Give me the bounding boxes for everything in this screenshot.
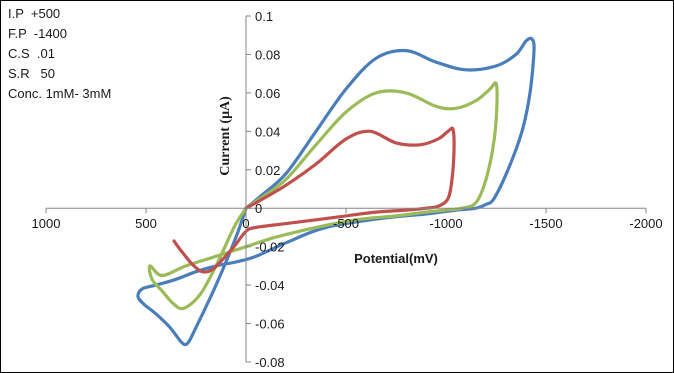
y-tick-label: -0.08: [255, 355, 285, 370]
y-tick-label: 0.02: [255, 163, 280, 178]
y-tick-label: -0.04: [255, 278, 285, 293]
x-tick-label: -2000: [629, 216, 662, 231]
y-tick-label: 0.08: [255, 47, 280, 62]
y-tick-label: 0.1: [255, 9, 273, 24]
y-axis-title: Current (μA): [218, 96, 233, 176]
y-tick-label: -0.06: [255, 317, 285, 332]
y-tick-label: 0.04: [255, 124, 280, 139]
info-line: I.P +500: [8, 6, 61, 21]
info-line: Conc. 1mM- 3mM: [8, 86, 112, 101]
x-tick-label: 0: [242, 216, 249, 231]
series-line-2: [147, 81, 499, 311]
labels-layer: 1000 500 0 -500 -1000 -1500 -2000 -0.08 -0.06 -0.…: [32, 9, 663, 370]
axes-layer: [45, 15, 647, 363]
x-tick-label: -1500: [529, 216, 562, 231]
info-line: F.P -1400: [8, 26, 68, 41]
y-tick-label: 0.06: [255, 86, 280, 101]
info-line: C.S .01: [8, 46, 55, 61]
y-tick-label: -0.02: [255, 240, 285, 255]
x-tick-label: -500: [333, 216, 359, 231]
x-tick-label: 1000: [32, 216, 61, 231]
x-axis-title: Potential(mV): [354, 251, 438, 266]
series-layer: [136, 36, 536, 347]
y-tick-label: 0: [255, 201, 262, 216]
x-tick-label: -1000: [429, 216, 462, 231]
info-line: S.R 50: [8, 66, 55, 81]
x-tick-label: 500: [135, 216, 157, 231]
